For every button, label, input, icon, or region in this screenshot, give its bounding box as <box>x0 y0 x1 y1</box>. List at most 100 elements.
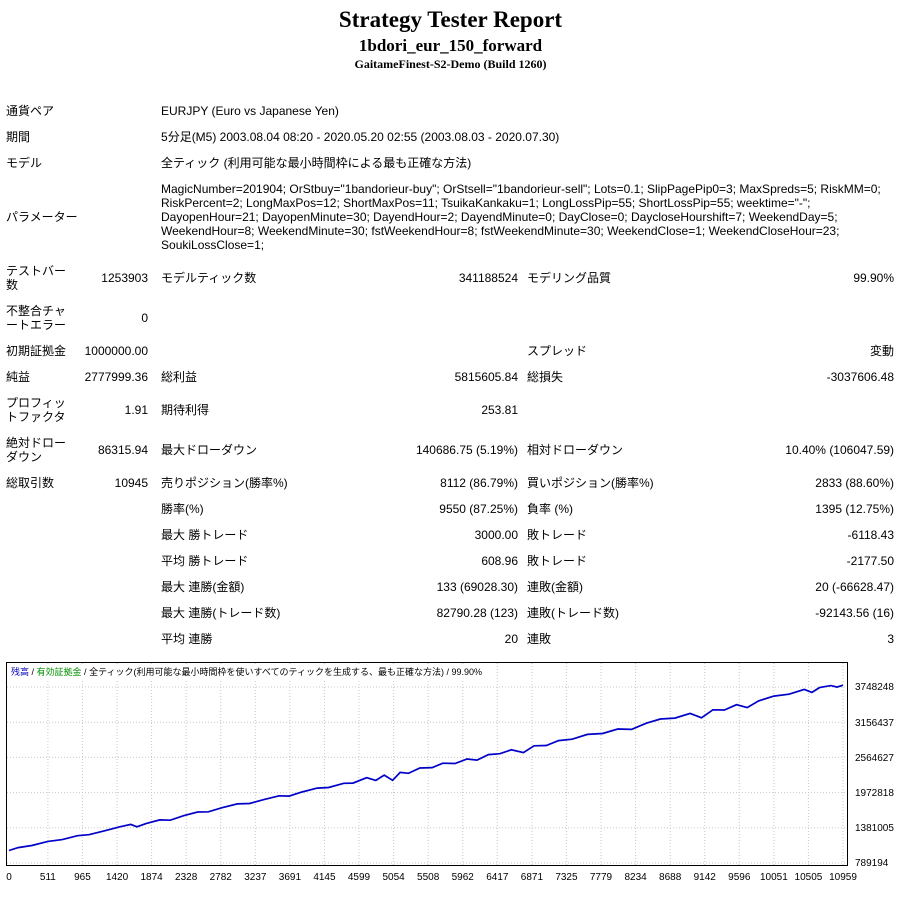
x-axis-label: 9142 <box>693 872 716 884</box>
x-axis-label: 0 <box>6 872 12 884</box>
table-row: 総取引数 10945 売りポジション(勝率%) 8112 (86.79%) 買いポジショ… <box>6 470 894 496</box>
info-value: 5分足(M5) 2003.08.04 08:20 - 2020.05.20 02… <box>161 130 560 145</box>
stat-label: 平均 勝トレード <box>161 554 249 569</box>
stat-value: 608.96 <box>481 554 519 569</box>
info-label: パラメーター <box>6 210 78 225</box>
stat-value: 2777999.36 <box>84 370 149 385</box>
table-row: 勝率(%) 9550 (87.25%) 負率 (%) 1395 (12.75%) <box>6 496 894 522</box>
table-row: 期間 5分足(M5) 2003.08.04 08:20 - 2020.05.20 … <box>6 124 894 150</box>
stat-label: 連敗(金額) <box>527 580 584 595</box>
x-axis-label: 2782 <box>209 872 232 884</box>
stat-label: 絶対ドローダウン <box>6 436 67 465</box>
stat-label: 初期証拠金 <box>6 344 67 359</box>
stat-label <box>151 298 301 338</box>
stat-value: 0 <box>141 311 149 326</box>
stat-value: 5815605.84 <box>454 370 519 385</box>
x-axis-label: 7779 <box>589 872 613 884</box>
stat-value: 8112 (86.79%) <box>440 476 519 491</box>
x-axis-label: 9596 <box>728 872 751 884</box>
x-axis-label: 965 <box>74 872 91 884</box>
stat-value: 1395 (12.75%) <box>815 502 895 517</box>
balance-line <box>8 684 844 852</box>
info-label: 期間 <box>6 130 31 145</box>
stat-value: 3 <box>887 632 895 647</box>
stat-label <box>6 522 76 548</box>
x-axis-label: 1874 <box>140 872 163 884</box>
stat-value: 10.40% (106047.59) <box>785 443 895 458</box>
chart-section: 残高 / 有効証拠金 / 全ティック(利用可能な最小時間枠を使いすべてのティック… <box>6 662 895 888</box>
stat-label <box>521 390 671 430</box>
stat-label: 最大ドローダウン <box>161 443 258 458</box>
stat-label <box>6 574 76 600</box>
table-row: テストバー数 1253903 モデルティック数 341188524 モデリング品質 99.… <box>6 258 894 298</box>
stat-value: 3000.00 <box>474 528 519 543</box>
stat-value: 20 <box>504 632 519 647</box>
x-axis-label: 8688 <box>659 872 682 884</box>
stat-label: モデリング品質 <box>527 271 612 286</box>
table-row: 平均 連勝 20 連敗 3 <box>6 626 894 652</box>
legend-quality-label: 99.90% <box>451 667 483 678</box>
stat-value: 変動 <box>870 344 895 359</box>
x-axis-label: 10505 <box>794 872 823 884</box>
y-axis-label: 2564627 <box>855 752 894 764</box>
info-value: MagicNumber=201904; OrStbuy="1bandorieur… <box>161 182 881 253</box>
y-axis-label: 789194 <box>855 858 889 870</box>
stat-label <box>6 496 76 522</box>
x-axis-label: 10051 <box>759 872 788 884</box>
table-row: 最大 連勝(トレード数) 82790.28 (123) 連敗(トレード数) -9214… <box>6 600 894 626</box>
stat-label <box>6 626 76 652</box>
table-row: プロフィットファクタ 1.91 期待利得 253.81 <box>6 390 894 430</box>
x-axis-label: 2328 <box>175 872 198 884</box>
stat-value: 86315.94 <box>97 443 149 458</box>
table-row: 最大 勝トレード 3000.00 敗トレード -6118.43 <box>6 522 894 548</box>
x-axis-label: 4145 <box>313 872 336 884</box>
table-row: 純益 2777999.36 総利益 5815605.84 総損失 -3037606.48 <box>6 364 894 390</box>
stat-label: プロフィットファクタ <box>6 396 66 425</box>
stat-value <box>301 298 521 338</box>
info-label: モデル <box>6 156 43 171</box>
stat-label: 敗トレード <box>527 528 588 543</box>
report-title: Strategy Tester Report <box>338 7 563 32</box>
legend-separator: / <box>444 667 452 678</box>
stat-label <box>151 338 301 364</box>
legend-model-label: 全ティック(利用可能な最小時間枠を使いすべてのティックを生成する、最も正確な方法… <box>89 667 444 678</box>
stat-value: -3037606.48 <box>826 370 895 385</box>
stat-value: -92143.56 (16) <box>815 606 895 621</box>
info-value: EURJPY (Euro vs Japanese Yen) <box>161 104 339 119</box>
stat-label: 最大 連勝(トレード数) <box>161 606 281 621</box>
stat-value: 82790.28 (123) <box>436 606 519 621</box>
stat-label: 相対ドローダウン <box>527 443 624 458</box>
stat-value <box>671 298 894 338</box>
stat-value: -6118.43 <box>847 528 895 543</box>
x-axis-label: 3691 <box>278 872 302 884</box>
stat-label: 連敗 <box>527 632 552 647</box>
stat-label: 勝率(%) <box>161 502 204 517</box>
stat-label: 不整合チャートエラー <box>6 304 67 333</box>
stat-label: 総利益 <box>161 370 198 385</box>
stat-value: 99.90% <box>853 271 895 286</box>
stat-label: 総取引数 <box>6 476 55 491</box>
stat-value <box>76 496 151 522</box>
table-row: 初期証拠金 1000000.00 スプレッド 変動 <box>6 338 894 364</box>
stat-label <box>6 548 76 574</box>
stat-value: 140686.75 (5.19%) <box>415 443 519 458</box>
y-axis-label: 1381005 <box>855 823 894 835</box>
legend-equity-label: 有効証拠金 <box>36 667 82 678</box>
stat-value: 20 (-66628.47) <box>815 580 895 595</box>
info-label: 通貨ペア <box>6 104 55 119</box>
stat-label: 純益 <box>6 370 31 385</box>
y-axis-label: 3748248 <box>855 682 894 694</box>
stat-value <box>76 600 151 626</box>
stat-label: 買いポジション(勝率%) <box>527 476 654 491</box>
stat-value <box>76 574 151 600</box>
stat-label: 連敗(トレード数) <box>527 606 620 621</box>
stat-value <box>671 390 894 430</box>
stat-label <box>521 298 671 338</box>
server-build: GaitameFinest-S2-Demo (Build 1260) <box>354 56 547 71</box>
x-axis-label: 8234 <box>624 872 647 884</box>
info-value: 全ティック (利用可能な最小時間枠による最も正確な方法) <box>161 156 472 171</box>
report-table-body: 通貨ペア EURJPY (Euro vs Japanese Yen) 期間 5分足(M… <box>6 98 894 652</box>
stat-value: 341188524 <box>458 271 519 286</box>
legend-separator: / <box>81 667 90 678</box>
